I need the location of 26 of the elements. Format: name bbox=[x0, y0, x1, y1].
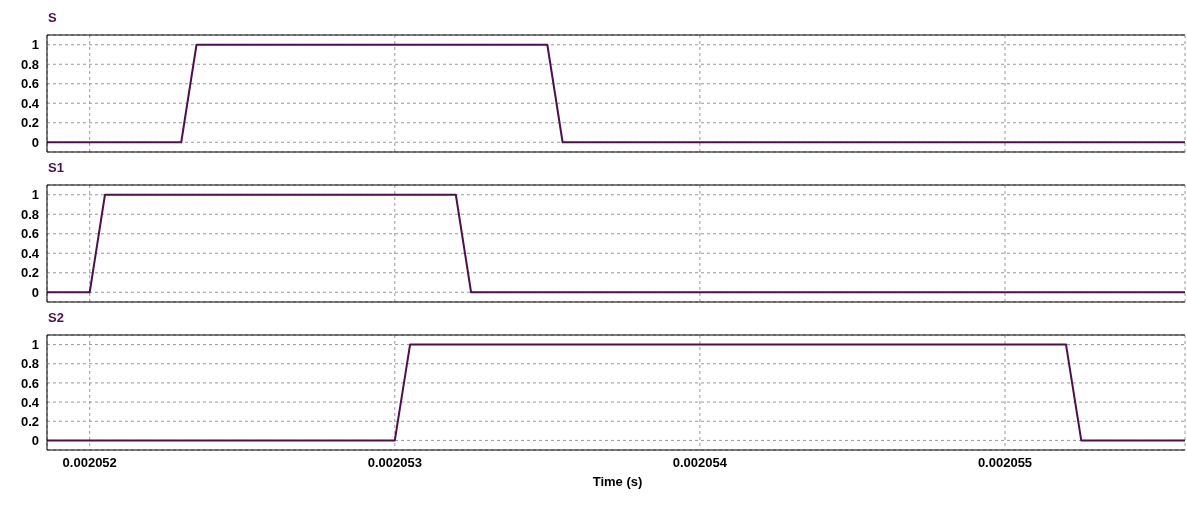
y-tick-label: 1 bbox=[31, 337, 39, 353]
y-tick-label: 0.8 bbox=[20, 56, 39, 72]
x-tick-label: 0.002052 bbox=[62, 455, 117, 471]
y-tick-label: 0.6 bbox=[20, 76, 39, 92]
y-tick-label: 0.2 bbox=[20, 115, 39, 131]
x-axis-title: Time (s) bbox=[591, 474, 644, 489]
y-tick-label: 0.6 bbox=[20, 226, 39, 242]
chart-title: S2 bbox=[48, 309, 65, 327]
y-tick-label: 0.2 bbox=[20, 265, 39, 281]
chart-title: S bbox=[48, 9, 58, 27]
x-tick-label: 0.002055 bbox=[977, 455, 1033, 471]
x-tick-label: 0.002054 bbox=[672, 455, 728, 471]
y-tick-label: 0.8 bbox=[20, 206, 39, 222]
y-tick-label: 1 bbox=[31, 187, 39, 203]
y-tick-label: 0.8 bbox=[20, 356, 39, 372]
chart-title: S1 bbox=[48, 159, 65, 177]
y-tick-label: 0 bbox=[31, 284, 39, 300]
y-tick-label: 0.4 bbox=[20, 394, 40, 410]
y-tick-label: 0.2 bbox=[20, 413, 39, 429]
y-tick-label: 0 bbox=[31, 433, 39, 449]
y-tick-label: 0.6 bbox=[20, 375, 39, 391]
y-tick-label: 0 bbox=[31, 134, 39, 150]
y-tick-label: 0.4 bbox=[20, 245, 40, 261]
y-tick-label: 0.4 bbox=[20, 95, 40, 111]
y-tick-label: 1 bbox=[31, 37, 39, 53]
x-tick-label: 0.002053 bbox=[367, 455, 422, 471]
